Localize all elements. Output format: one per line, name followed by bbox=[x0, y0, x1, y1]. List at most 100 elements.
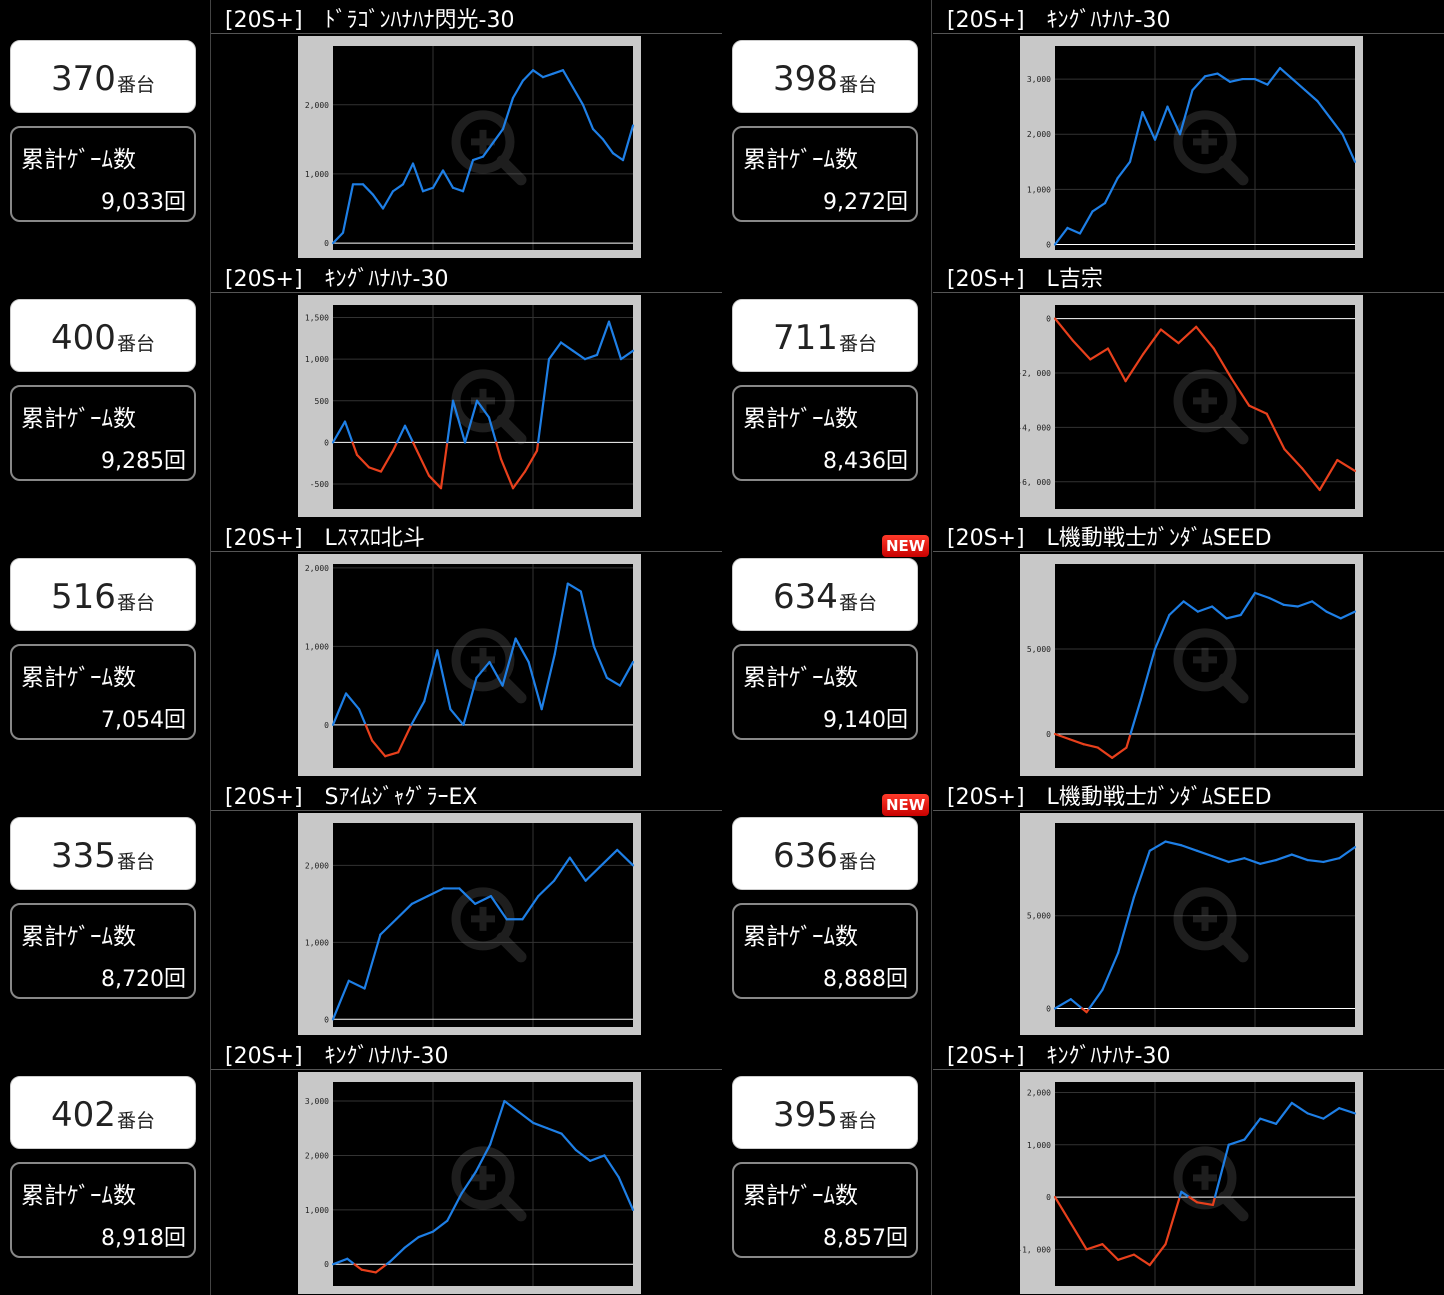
series-segment bbox=[499, 457, 515, 490]
series-segment bbox=[1177, 325, 1198, 345]
machine-entry[interactable]: 398 番台 累計ｹﾞｰﾑ数 9,272回 [20S+] ｷﾝｸﾞﾊﾅﾊﾅ-30… bbox=[722, 0, 1444, 259]
machine-title[interactable]: [20S+] ｷﾝｸﾞﾊﾅﾊﾅ-30 bbox=[225, 267, 449, 292]
series-segment bbox=[411, 162, 425, 193]
unit-number-box[interactable]: 400 番台 bbox=[10, 299, 196, 372]
slump-chart[interactable]: 0 1,000 2,000 3,000 bbox=[298, 1072, 641, 1294]
games-value: 8,857回 bbox=[823, 1226, 908, 1251]
unit-number-box[interactable]: 516 番台 bbox=[10, 558, 196, 631]
y-tick-label: 0 bbox=[1046, 730, 1051, 739]
chart-svg: 0 1,000 2,000 3,000 bbox=[305, 1082, 635, 1286]
series-segment bbox=[540, 653, 556, 711]
zoom-watermark-icon bbox=[451, 110, 527, 186]
unit-number-box[interactable]: 335 番台 bbox=[10, 817, 196, 890]
series-segment bbox=[475, 660, 491, 679]
series-segment bbox=[364, 723, 374, 742]
machine-title[interactable]: [20S+] ｷﾝｸﾞﾊﾅﾊﾅ-30 bbox=[225, 1044, 449, 1069]
chart-svg: 0 1,000 2,000 bbox=[305, 823, 635, 1027]
series-segment bbox=[1164, 840, 1183, 847]
machine-entry[interactable]: 335 番台 累計ｹﾞｰﾑ数 8,720回 [20S+] Sｱｲﾑｼﾞｬｸﾞﾗｰ… bbox=[0, 777, 722, 1036]
slump-chart[interactable]: 0 5,000 bbox=[1020, 813, 1363, 1035]
series-segment bbox=[1180, 844, 1199, 852]
series-segment bbox=[511, 79, 525, 99]
series-segment bbox=[395, 424, 407, 444]
series-segment bbox=[1101, 951, 1120, 992]
machine-title[interactable]: [20S+] ﾄﾞﾗｺﾞﾝﾊﾅﾊﾅ閃光-30 bbox=[225, 8, 515, 33]
series-segment bbox=[1259, 1117, 1278, 1125]
unit-number-box[interactable]: 711 番台 bbox=[732, 299, 918, 372]
machine-title[interactable]: [20S+] L機動戦士ｶﾞﾝﾀﾞﾑSEED bbox=[947, 785, 1272, 810]
title-divider bbox=[211, 292, 722, 293]
machine-entry[interactable]: 636 番台 累計ｹﾞｰﾑ数 8,888回 [20S+] L機動戦士ｶﾞﾝﾀﾞﾑ… bbox=[722, 777, 1444, 1036]
y-tick-label: -500 bbox=[310, 480, 329, 489]
y-tick-label: 0 bbox=[1046, 1004, 1051, 1013]
series-segment bbox=[1091, 202, 1107, 213]
series-segment bbox=[1103, 177, 1119, 205]
series-segment bbox=[581, 103, 595, 131]
series-segment bbox=[1153, 613, 1171, 651]
series-segment bbox=[523, 449, 539, 473]
series-segment bbox=[1296, 600, 1314, 608]
slump-chart[interactable]: -6, 000 -4, 000 -2, 000 0 bbox=[1020, 295, 1363, 517]
unit-number-box[interactable]: 402 番台 bbox=[10, 1076, 196, 1149]
slump-chart[interactable]: 0 1,000 2,000 bbox=[298, 813, 641, 1035]
unit-number: 402 bbox=[51, 1095, 116, 1135]
machine-title[interactable]: [20S+] L機動戦士ｶﾞﾝﾀﾞﾑSEED bbox=[947, 526, 1272, 551]
machine-title[interactable]: [20S+] L吉宗 bbox=[947, 267, 1103, 292]
machine-entry[interactable]: 395 番台 累計ｹﾞｰﾑ数 8,857回 [20S+] ｷﾝｸﾞﾊﾅﾊﾅ-30… bbox=[722, 1036, 1444, 1295]
series-segment bbox=[1266, 66, 1282, 86]
unit-number-box[interactable]: 636 番台 bbox=[732, 817, 918, 890]
series-segment bbox=[471, 155, 485, 162]
series-segment bbox=[1164, 1195, 1181, 1246]
machine-entry[interactable]: 370 番台 累計ｹﾞｰﾑ数 9,033回 [20S+] ﾄﾞﾗｺﾞﾝﾊﾅﾊﾅ閃… bbox=[0, 0, 722, 259]
unit-number-box[interactable]: 634 番台 bbox=[732, 558, 918, 631]
machine-title[interactable]: [20S+] Lｽﾏｽﾛ北斗 bbox=[225, 526, 425, 551]
machine-title[interactable]: [20S+] ｷﾝｸﾞﾊﾅﾊﾅ-30 bbox=[947, 8, 1171, 33]
unit-number-box[interactable]: 395 番台 bbox=[732, 1076, 918, 1149]
unit-number-box[interactable]: 370 番台 bbox=[10, 40, 196, 113]
unit-suffix: 番台 bbox=[838, 333, 877, 355]
machine-entry[interactable]: 711 番台 累計ｹﾞｰﾑ数 8,436回 [20S+] L吉宗 -6, 000… bbox=[722, 259, 1444, 518]
chart-svg: 0 1,000 2,000 3,000 bbox=[1027, 46, 1357, 250]
series-segment bbox=[537, 879, 556, 898]
slump-chart[interactable]: 0 1,000 2,000 bbox=[298, 36, 641, 258]
title-divider bbox=[933, 810, 1444, 811]
machine-title[interactable]: [20S+] SｱｲﾑｼﾞｬｸﾞﾗｰEX bbox=[225, 785, 478, 810]
slump-chart[interactable]: -500 0 500 1,000 1,500 bbox=[298, 295, 641, 517]
series-segment bbox=[566, 582, 582, 593]
series-segment bbox=[343, 420, 354, 444]
series-segment bbox=[1216, 72, 1232, 83]
slump-chart[interactable]: 0 1,000 2,000 3,000 bbox=[1020, 36, 1363, 258]
title-divider bbox=[211, 33, 722, 34]
plot-area bbox=[1055, 1082, 1355, 1286]
machine-title[interactable]: [20S+] ｷﾝｸﾞﾊﾅﾊﾅ-30 bbox=[947, 1044, 1171, 1069]
slump-chart[interactable]: 0 5,000 bbox=[1020, 554, 1363, 776]
series-segment bbox=[531, 69, 545, 79]
series-segment bbox=[1166, 105, 1182, 136]
series-segment bbox=[347, 979, 366, 990]
slump-chart[interactable]: -1, 000 0 1,000 2,000 bbox=[1020, 1072, 1363, 1294]
machine-entry[interactable]: 402 番台 累計ｹﾞｰﾑ数 8,918回 [20S+] ｷﾝｸﾞﾊﾅﾊﾅ-30… bbox=[0, 1036, 722, 1295]
unit-number-box[interactable]: 398 番台 bbox=[732, 40, 918, 113]
games-box: 累計ｹﾞｰﾑ数 8,436回 bbox=[732, 385, 918, 481]
series-segment bbox=[1341, 133, 1357, 163]
machine-entry[interactable]: 634 番台 累計ｹﾞｰﾑ数 9,140回 [20S+] L機動戦士ｶﾞﾝﾀﾞﾑ… bbox=[722, 518, 1444, 777]
series-segment bbox=[1268, 596, 1285, 606]
series-segment bbox=[389, 1246, 406, 1263]
series-segment bbox=[357, 708, 367, 726]
series-segment bbox=[1128, 111, 1144, 163]
series-segment bbox=[1203, 72, 1219, 78]
machine-entry[interactable]: 400 番台 累計ｹﾞｰﾑ数 9,285回 [20S+] ｷﾝｸﾞﾊﾅﾊﾅ-30… bbox=[0, 259, 722, 518]
series-segment bbox=[331, 1257, 349, 1266]
machine-entry[interactable]: 516 番台 累計ｹﾞｰﾑ数 7,054回 [20S+] Lｽﾏｽﾛ北斗 0 1,… bbox=[0, 518, 722, 777]
series-segment bbox=[1106, 347, 1127, 383]
series-segment bbox=[397, 723, 413, 754]
series-segment bbox=[451, 186, 465, 193]
series-segment bbox=[1196, 605, 1214, 613]
series-segment bbox=[331, 420, 347, 444]
slump-chart[interactable]: 0 1,000 2,000 bbox=[298, 554, 641, 776]
series-segment bbox=[536, 358, 551, 444]
zoom-watermark-icon bbox=[1173, 887, 1249, 963]
series-segment bbox=[1196, 849, 1214, 858]
series-segment bbox=[600, 848, 619, 867]
chart-svg: 0 5,000 bbox=[1027, 823, 1357, 1027]
